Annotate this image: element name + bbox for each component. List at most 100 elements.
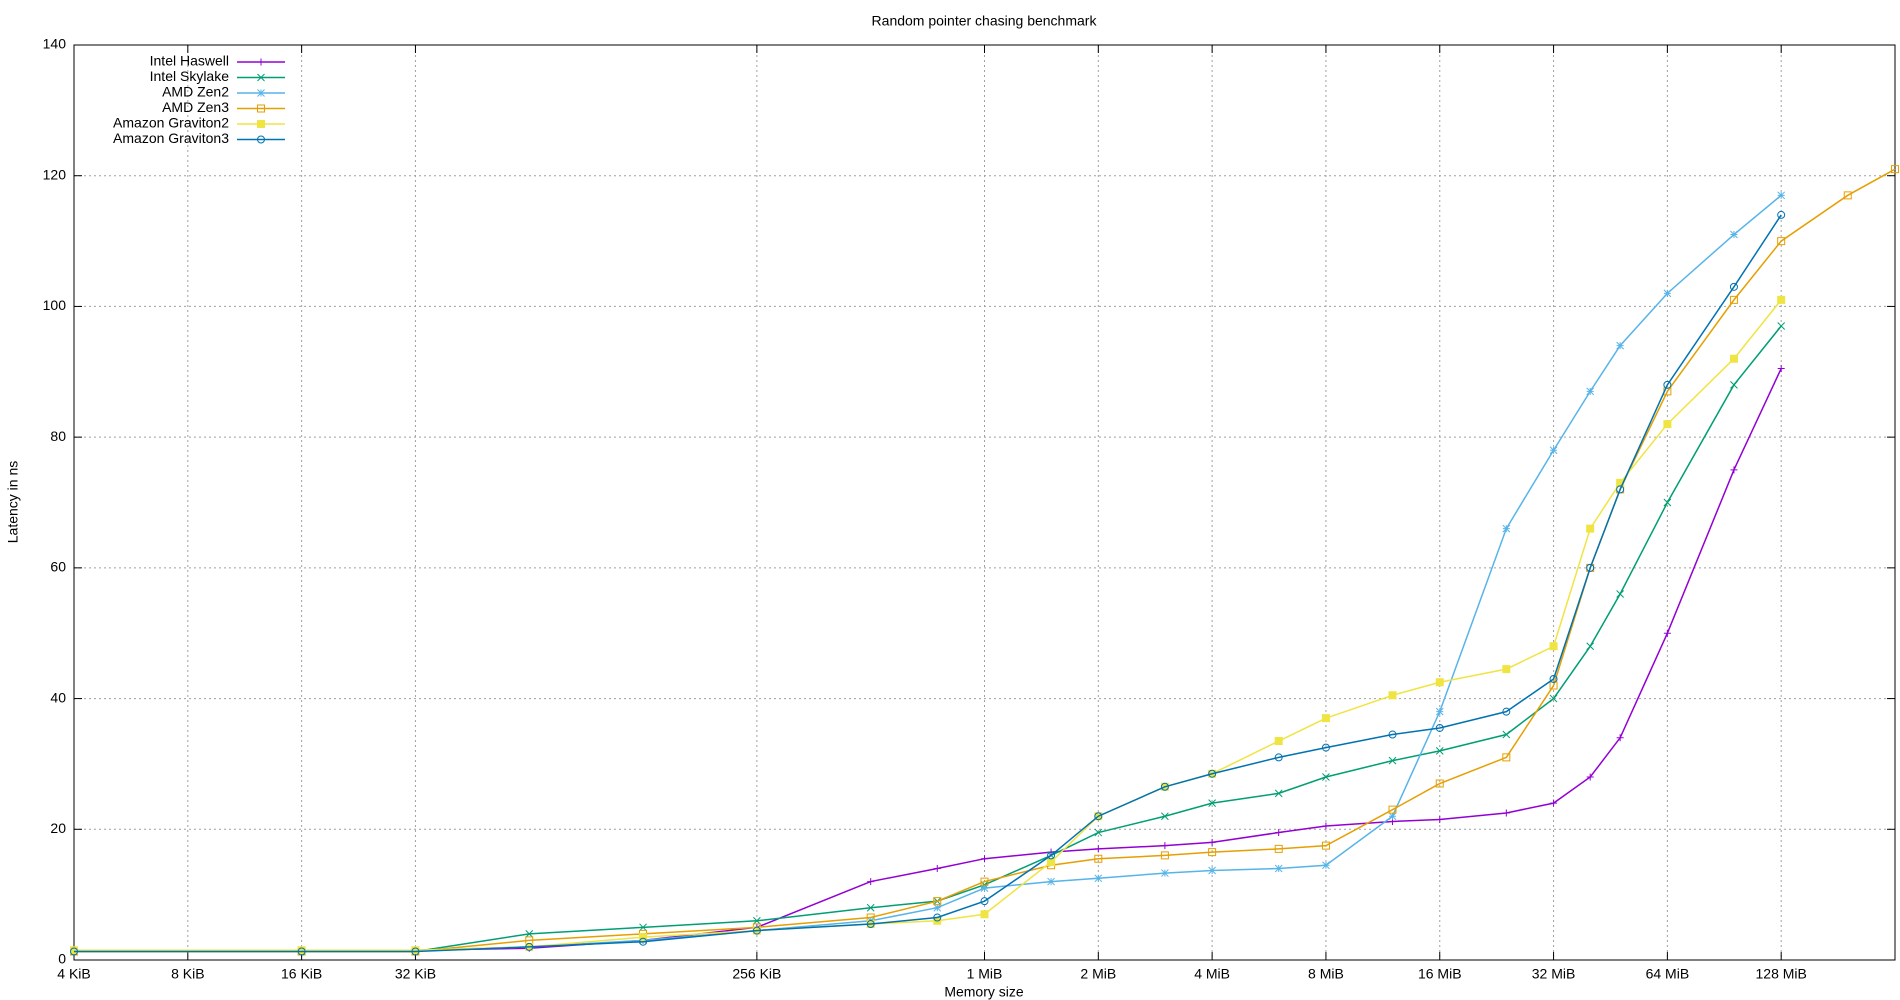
- marker: [1388, 805, 1397, 814]
- marker: [297, 947, 306, 956]
- marker: [411, 947, 420, 956]
- marker: [1729, 282, 1738, 291]
- marker: [1549, 642, 1558, 651]
- marker: [1047, 851, 1056, 860]
- marker: [257, 135, 266, 144]
- marker: [933, 865, 941, 872]
- x-tick-label: 1 MiB: [967, 966, 1003, 982]
- marker: [753, 916, 761, 925]
- series-line: [74, 168, 1896, 953]
- marker: [1094, 854, 1103, 863]
- marker: [1208, 866, 1216, 875]
- marker: [1586, 563, 1595, 572]
- marker: [1274, 753, 1283, 762]
- marker: [981, 855, 988, 863]
- marker: [1047, 857, 1056, 866]
- chart-title: Random pointer chasing benchmark: [872, 13, 1098, 29]
- x-tick-label: 4 KiB: [57, 966, 90, 982]
- marker: [1730, 230, 1738, 239]
- marker: [1094, 845, 1102, 853]
- marker: [933, 913, 942, 922]
- marker: [257, 89, 265, 97]
- marker: [1586, 387, 1595, 396]
- legend-label: Intel Haswell: [150, 53, 229, 69]
- marker: [866, 903, 875, 912]
- marker: [1094, 828, 1103, 837]
- marker: [1586, 524, 1595, 533]
- marker: [1388, 730, 1397, 739]
- legend-label: Amazon Graviton3: [113, 130, 229, 146]
- marker: [1161, 842, 1169, 850]
- marker: [1321, 841, 1330, 850]
- marker: [1502, 665, 1511, 674]
- x-tick-label: 128 MiB: [1756, 966, 1807, 982]
- marker: [1094, 874, 1103, 883]
- x-tick-label: 16 MiB: [1418, 966, 1462, 982]
- legend-label: Amazon Graviton2: [113, 115, 229, 131]
- marker: [1388, 812, 1397, 821]
- series-line: [74, 214, 1782, 953]
- marker: [1549, 446, 1558, 455]
- marker: [933, 897, 942, 906]
- marker: [1275, 829, 1283, 837]
- marker: [1502, 707, 1511, 716]
- marker: [1274, 789, 1283, 798]
- marker: [933, 903, 942, 912]
- marker: [1435, 707, 1444, 716]
- marker: [1388, 756, 1397, 765]
- marker: [1777, 322, 1786, 330]
- marker: [1777, 210, 1786, 219]
- legend-label: AMD Zen3: [162, 99, 229, 115]
- marker: [1663, 289, 1672, 298]
- marker: [1321, 714, 1330, 723]
- marker: [980, 897, 989, 906]
- marker: [1777, 191, 1786, 200]
- series: [70, 191, 1786, 955]
- marker: [1586, 642, 1595, 651]
- marker: [1436, 815, 1444, 823]
- y-tick-label: 20: [50, 820, 66, 836]
- marker: [1274, 864, 1283, 873]
- marker: [1549, 674, 1558, 683]
- marker: [639, 923, 647, 932]
- marker: [1388, 691, 1397, 700]
- x-tick-label: 256 KiB: [732, 966, 781, 982]
- marker: [1663, 380, 1672, 389]
- series: [70, 322, 1786, 956]
- marker: [1777, 295, 1786, 304]
- marker: [1435, 779, 1444, 788]
- marker: [980, 877, 989, 886]
- marker: [257, 73, 265, 82]
- legend-label: AMD Zen2: [162, 84, 229, 100]
- marker: [1208, 769, 1217, 778]
- marker: [257, 104, 265, 113]
- marker: [1321, 743, 1330, 752]
- marker: [1435, 723, 1444, 732]
- marker: [1616, 734, 1624, 742]
- marker: [1729, 354, 1738, 363]
- marker: [1729, 295, 1738, 304]
- y-tick-label: 0: [58, 951, 66, 967]
- marker: [1586, 773, 1594, 781]
- marker: [1502, 730, 1511, 739]
- marker: [1047, 877, 1055, 886]
- marker: [1843, 191, 1852, 200]
- x-tick-label: 64 MiB: [1646, 966, 1690, 982]
- marker: [1777, 237, 1786, 246]
- marker: [1730, 381, 1738, 389]
- marker: [1616, 341, 1624, 350]
- marker: [980, 884, 989, 892]
- x-tick-label: 4 MiB: [1194, 966, 1230, 982]
- marker: [1435, 678, 1444, 687]
- marker: [1322, 861, 1330, 870]
- marker: [1322, 822, 1330, 830]
- x-tick-label: 8 KiB: [171, 966, 204, 982]
- series-line: [74, 325, 1782, 953]
- marker: [1208, 799, 1216, 807]
- y-tick-label: 140: [43, 36, 67, 52]
- marker: [1549, 694, 1558, 703]
- legend-label: Intel Skylake: [150, 68, 230, 84]
- marker: [257, 58, 265, 66]
- series: [70, 295, 1786, 955]
